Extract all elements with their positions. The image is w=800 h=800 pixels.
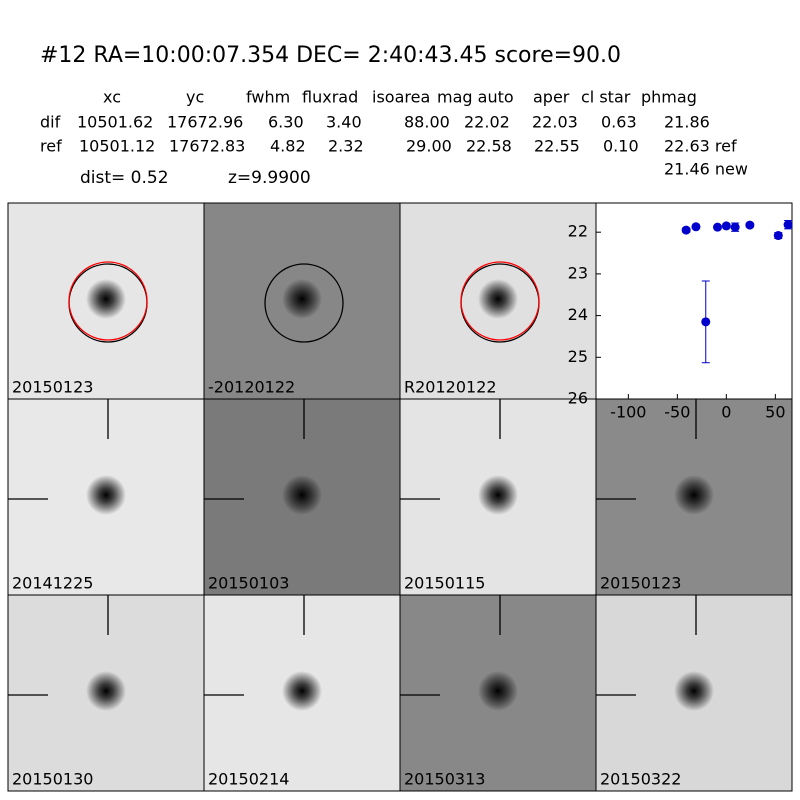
source [478,671,518,711]
point [701,317,711,327]
y-tick-label: 22 [568,222,588,241]
table-cell: 10501.62 [77,113,153,132]
column-header: fwhm [246,88,290,107]
point [745,220,755,230]
point [681,225,691,235]
table-cell: 22.63 ref [664,137,737,156]
table-cell: 10501.12 [79,137,155,156]
stamp-label: 20150103 [208,574,289,593]
row-label: dif [40,113,61,132]
title: #12 RA=10:00:07.354 DEC= 2:40:43.45 scor… [40,43,621,68]
stamp-label: 20150123 [12,378,93,397]
table-cell: 0.10 [603,137,639,156]
stamp-label: 20150115 [404,574,485,593]
aperture-circle [264,263,344,343]
phmag-note: 21.46 new [664,160,748,179]
column-header: cl star [581,88,631,107]
table-cell: 0.63 [601,113,637,132]
source [86,279,126,319]
point [783,220,793,230]
source [674,475,714,515]
point [721,221,731,231]
point [730,222,740,232]
source [282,475,322,515]
source [282,671,322,711]
y-tick-label: 26 [568,389,588,408]
column-header: mag auto [437,88,514,107]
source [86,475,126,515]
stamp-label: 20150214 [208,770,289,789]
y-tick-label: 25 [568,347,588,366]
point [713,222,723,232]
table-cell: 21.86 [664,113,710,132]
y-tick-label: 23 [568,263,588,282]
table-cell: 29.00 [406,137,452,156]
plot-area [595,202,793,400]
table-cell: 17672.96 [167,113,243,132]
table-cell: 3.40 [326,113,362,132]
dist: dist= 0.52 [80,168,169,188]
stamp-label: 20141225 [12,574,93,593]
table-cell: 22.03 [532,113,578,132]
column-header: xc [103,88,121,107]
table-cell: 4.82 [270,137,306,156]
source [478,279,518,319]
table-cell: 22.02 [464,113,510,132]
x-tick-label: 50 [765,403,785,422]
aperture-circle [460,261,540,341]
column-header: phmag [641,88,697,107]
column-header: aper [533,88,570,107]
column-header: yc [186,88,204,107]
table-cell: 22.55 [534,137,580,156]
table-cell: 2.32 [328,137,364,156]
table-cell: 22.58 [466,137,512,156]
stamp-label: 20150313 [404,770,485,789]
stamp-label: 20150130 [12,770,93,789]
y-tick-label: 24 [568,305,588,324]
point [773,231,783,241]
point [691,222,701,232]
stamp-label: 20150123 [600,574,681,593]
x-tick-label: 0 [721,403,731,422]
table-cell: 17672.83 [169,137,245,156]
stamp-label: R20120122 [404,378,497,397]
stamp-label: 20150322 [600,770,681,789]
column-header: fluxrad [302,88,358,107]
source [674,671,714,711]
source [282,279,322,319]
z: z=9.9900 [228,168,311,188]
row-label: ref [40,137,62,156]
source [478,475,518,515]
table-cell: 88.00 [404,113,450,132]
table-cell: 6.30 [268,113,304,132]
x-tick-label: -50 [664,403,690,422]
x-tick-label: -100 [610,403,646,422]
source [86,671,126,711]
stamp-label: -20120122 [208,378,295,397]
column-header: isoarea [372,88,430,107]
aperture-circle [68,261,148,341]
